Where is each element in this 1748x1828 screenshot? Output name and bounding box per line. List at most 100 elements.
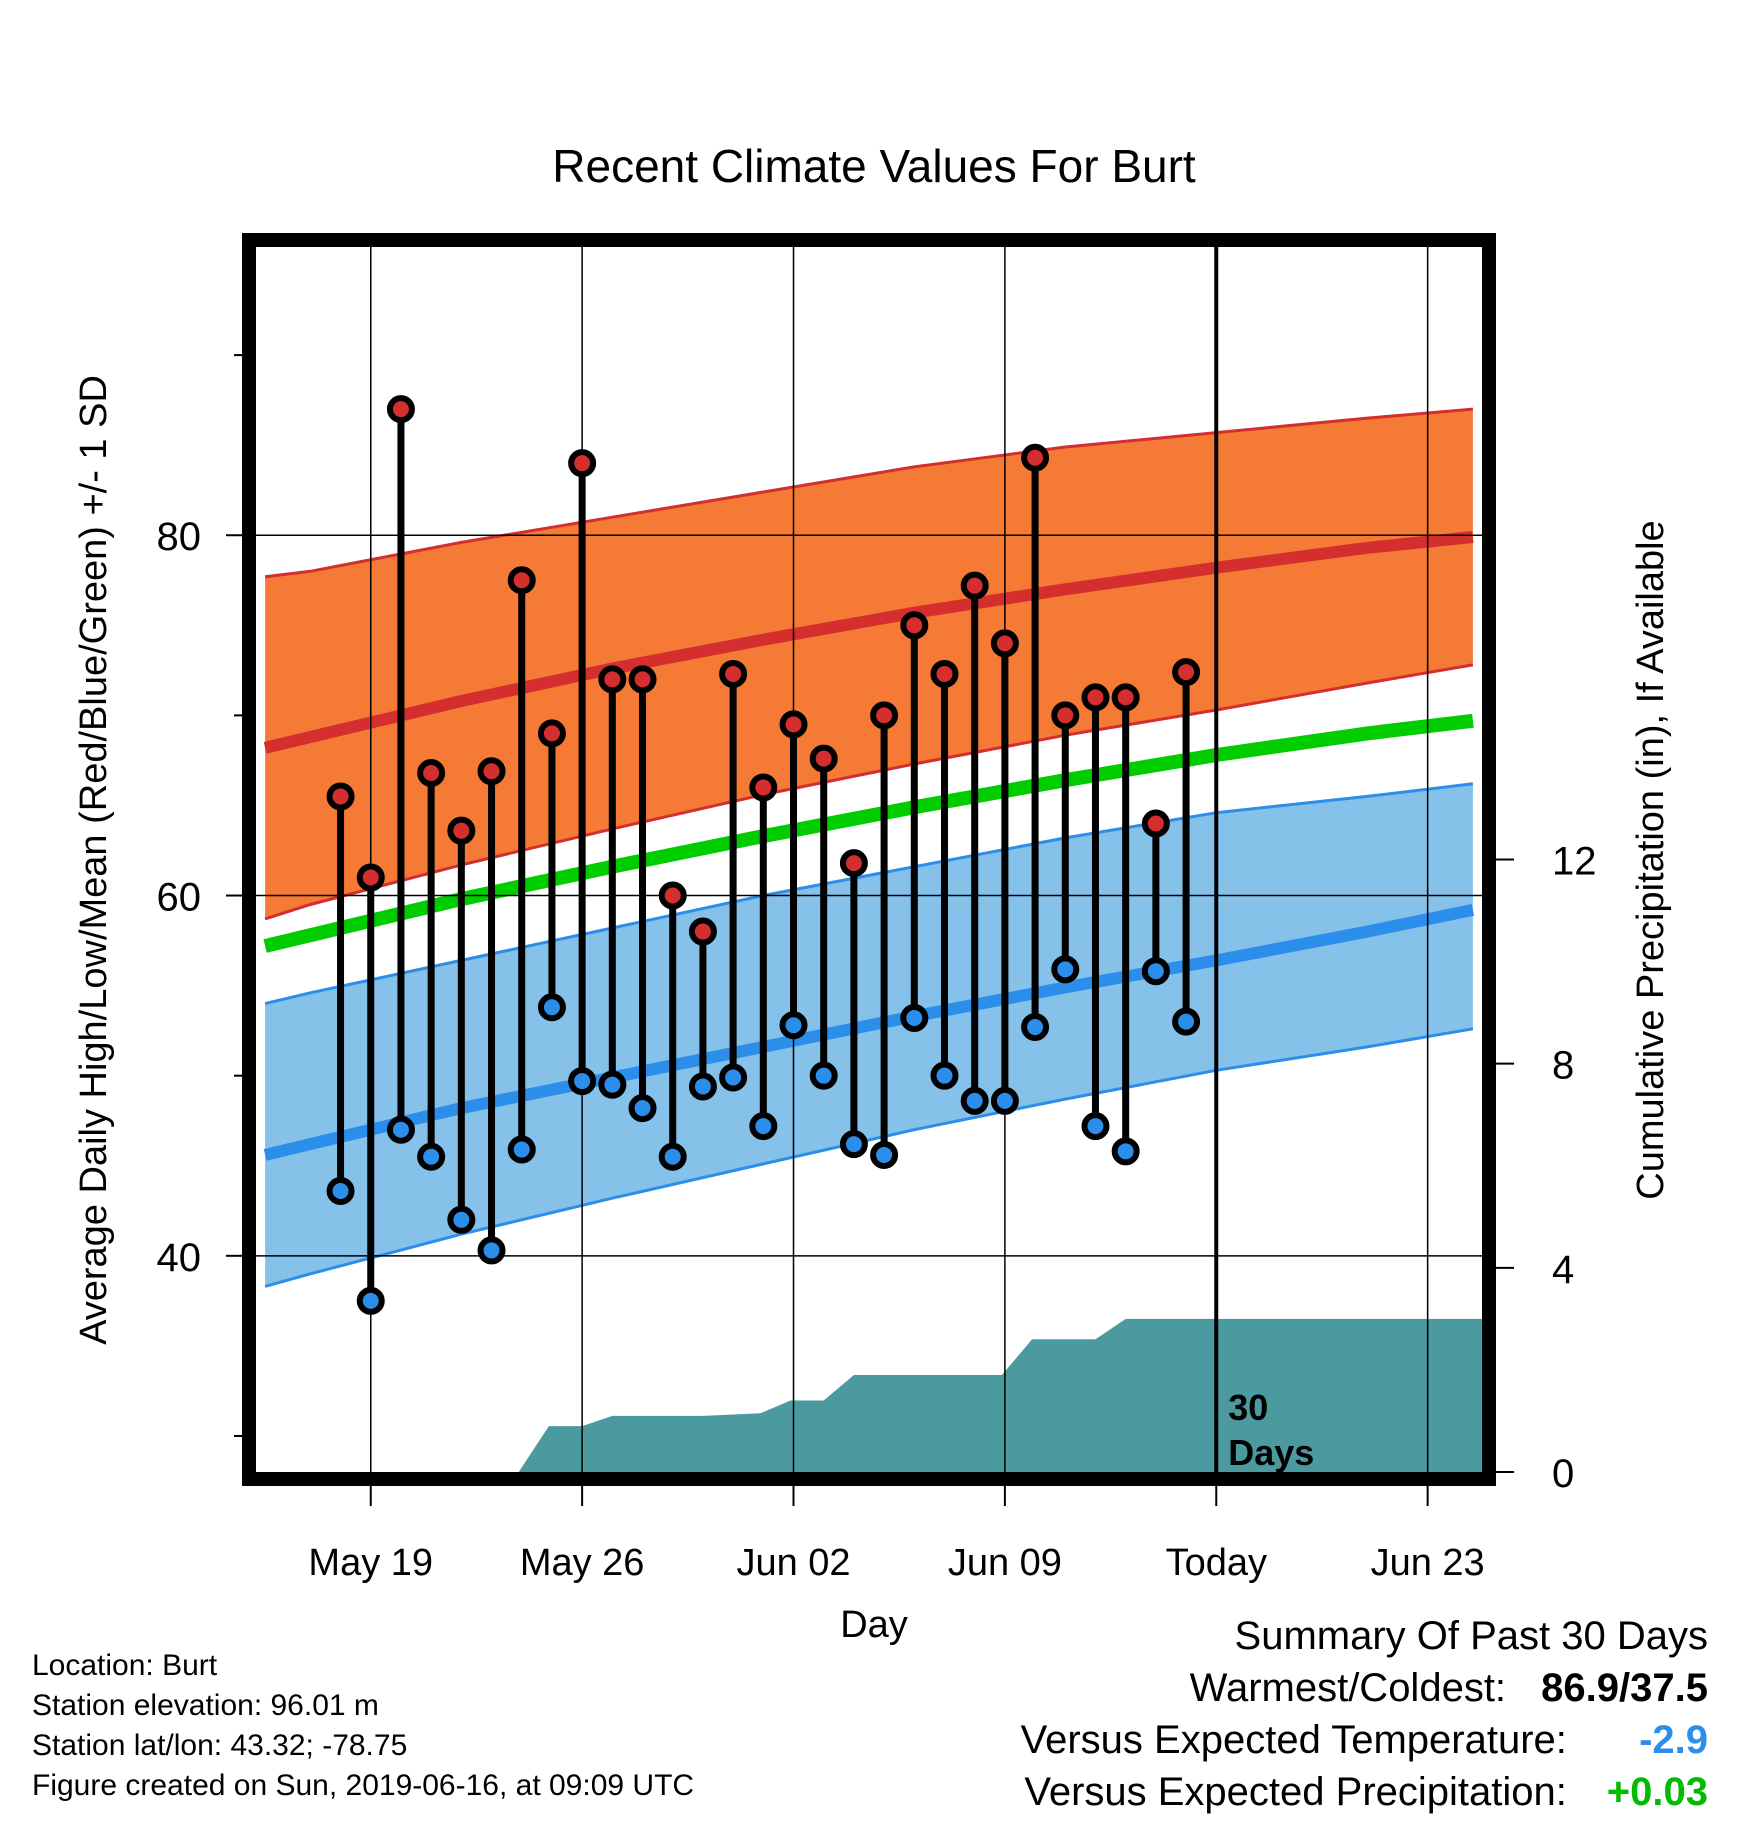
x-tick-label: Jun 23	[1371, 1542, 1485, 1584]
y-tick-label-80: 80	[157, 515, 202, 559]
daily-low-point	[839, 1130, 868, 1159]
daily-high-point	[568, 449, 597, 478]
x-axis-label: Day	[840, 1604, 908, 1646]
low-upper-edge	[264, 782, 1474, 1006]
daily-high-point	[1141, 809, 1170, 838]
x-tick-label: Jun 09	[948, 1542, 1062, 1584]
y-tick-label-60: 60	[157, 876, 202, 920]
latlon-text: Station lat/lon: 43.32; -78.75	[32, 1729, 408, 1762]
daily-low-point	[477, 1236, 506, 1265]
warm-cold-label: Warmest/Coldest:	[1189, 1666, 1507, 1710]
daily-low-point	[930, 1061, 959, 1090]
y-axis-label: Average Daily High/Low/Mean (Red/Blue/Gr…	[73, 375, 115, 1345]
low-sd-band	[265, 783, 1473, 1287]
daily-high-point	[779, 710, 808, 739]
daily-low-point	[990, 1086, 1019, 1115]
daily-high-point	[356, 863, 385, 892]
daily-high-point	[870, 701, 899, 730]
daily-low-point	[598, 1070, 627, 1099]
daily-low-point	[356, 1286, 385, 1315]
daily-low-point	[809, 1061, 838, 1090]
daily-low-point	[1021, 1013, 1050, 1042]
daily-low-point	[870, 1140, 899, 1169]
x-tick-label: Today	[1166, 1542, 1267, 1584]
daily-low-point	[749, 1112, 778, 1141]
precip-area	[256, 1318, 1482, 1472]
daily-high-point	[598, 665, 627, 694]
daily-high-point	[960, 571, 989, 600]
daily-low-point	[960, 1086, 989, 1115]
elevation-text: Station elevation: 96.01 m	[32, 1689, 379, 1722]
daily-low-point	[326, 1176, 355, 1205]
daily-low-point	[447, 1205, 476, 1234]
daily-high-point	[930, 659, 959, 688]
daily-low-point	[719, 1063, 748, 1092]
station-info: Location: Burt Station elevation: 96.01 …	[32, 1646, 694, 1806]
y2-tick-label-12: 12	[1552, 840, 1597, 884]
summary-precip: Versus Expected Precipitation: +0.03	[1024, 1770, 1708, 1815]
created-text: Figure created on Sun, 2019-06-16, at 09…	[32, 1769, 695, 1802]
daily-low-point	[1141, 957, 1170, 986]
daily-high-point	[386, 395, 415, 424]
daily-low-point	[779, 1011, 808, 1040]
daily-high-point	[537, 719, 566, 748]
y2-tick-label-8: 8	[1552, 1044, 1574, 1088]
daily-high-point	[719, 659, 748, 688]
y-tick-label-40: 40	[157, 1236, 202, 1280]
daily-high-point	[417, 759, 446, 788]
summary-warm-cold: Warmest/Coldest: 86.9/37.5	[1190, 1666, 1708, 1711]
daily-low-point	[1081, 1112, 1110, 1141]
temp-value: -2.9	[1639, 1718, 1708, 1762]
high-sd-band	[265, 409, 1473, 919]
daily-high-point	[839, 849, 868, 878]
daily-high-point	[326, 782, 355, 811]
y2-tick-label-0: 0	[1552, 1452, 1574, 1496]
summary-temp: Versus Expected Temperature: -2.9	[1021, 1718, 1708, 1763]
precip-label: Versus Expected Precipitation:	[1024, 1770, 1567, 1814]
daily-high-point	[1172, 658, 1201, 687]
daily-high-point	[1081, 683, 1110, 712]
daily-high-point	[447, 816, 476, 845]
daily-high-point	[809, 744, 838, 773]
daily-high-point	[658, 881, 687, 910]
x-tick-label: Jun 02	[736, 1542, 850, 1584]
daily-low-point	[1111, 1137, 1140, 1166]
daily-low-point	[688, 1072, 717, 1101]
x-tick-label: May 26	[520, 1542, 645, 1584]
low-lower-edge	[264, 1027, 1474, 1288]
y2-axis-label: Cumulative Precipitation (in), If Availa…	[1630, 520, 1672, 1199]
daily-high-point	[1111, 683, 1140, 712]
x-tick-label: May 19	[308, 1542, 433, 1584]
daily-low-point	[537, 993, 566, 1022]
daily-high-point	[477, 757, 506, 786]
high-lower-edge	[264, 663, 1474, 921]
daily-high-point	[688, 917, 717, 946]
y2-tick-label-4: 4	[1552, 1248, 1574, 1292]
daily-low-point	[658, 1142, 687, 1171]
daily-low-point	[386, 1115, 415, 1144]
daily-high-point	[507, 566, 536, 595]
daily-low-point	[900, 1004, 929, 1033]
normal-low-line	[263, 904, 1475, 1161]
temp-label: Versus Expected Temperature:	[1020, 1718, 1567, 1762]
daily-low-point	[628, 1094, 657, 1123]
daily-low-point	[417, 1142, 446, 1171]
daily-high-point	[1051, 701, 1080, 730]
daily-low-point	[1051, 955, 1080, 984]
daily-high-point	[900, 611, 929, 640]
normal-mean-line	[263, 713, 1474, 953]
today-days-word: Days	[1228, 1432, 1314, 1473]
location-text: Location: Burt	[32, 1649, 218, 1682]
daily-low-point	[507, 1135, 536, 1164]
daily-high-point	[990, 629, 1019, 658]
daily-high-point	[749, 773, 778, 802]
summary-heading: Summary Of Past 30 Days	[1234, 1614, 1708, 1658]
precip-value: +0.03	[1606, 1770, 1708, 1814]
daily-high-point	[628, 665, 657, 694]
today-days-number: 30	[1228, 1387, 1268, 1428]
chart-title: Recent Climate Values For Burt	[552, 140, 1196, 192]
normal-high-line	[263, 531, 1474, 754]
